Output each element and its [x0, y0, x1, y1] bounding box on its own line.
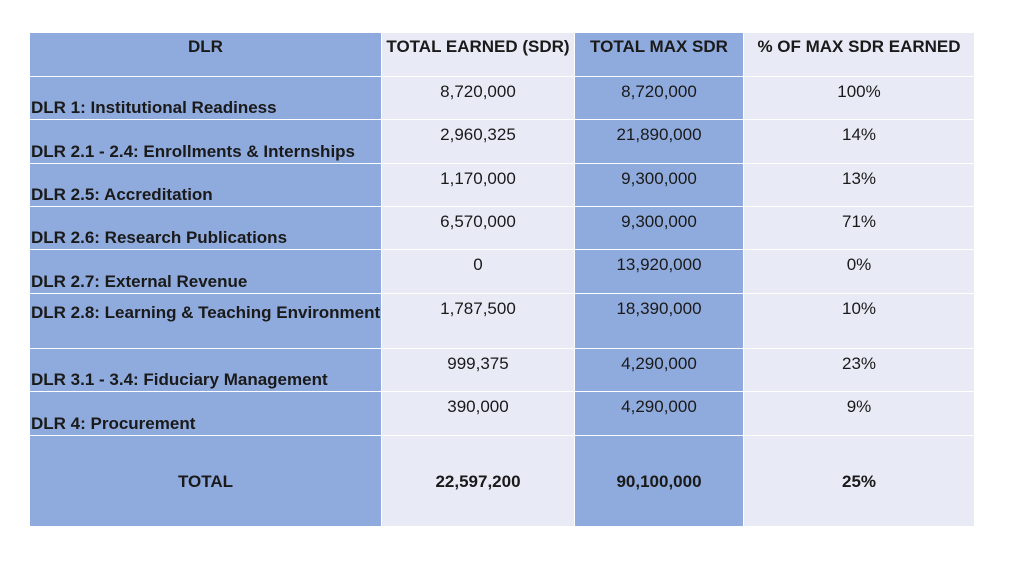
row-max: 4,290,000 — [575, 392, 744, 436]
row-label: DLR 2.6: Research Publications — [30, 207, 382, 250]
row-pct: 100% — [744, 77, 974, 120]
row-label: DLR 2.8: Learning & Teaching Environment — [30, 294, 382, 349]
row-max: 9,300,000 — [575, 164, 744, 207]
row-label: DLR 2.7: External Revenue — [30, 250, 382, 294]
row-pct: 10% — [744, 294, 974, 349]
row-label: DLR 4: Procurement — [30, 392, 382, 436]
row-pct: 13% — [744, 164, 974, 207]
row-earned: 999,375 — [382, 349, 575, 392]
row-pct: 23% — [744, 349, 974, 392]
row-earned: 0 — [382, 250, 575, 294]
row-label: DLR 1: Institutional Readiness — [30, 77, 382, 120]
header-total-earned: TOTAL EARNED (SDR) — [382, 33, 575, 77]
row-pct: 14% — [744, 120, 974, 164]
total-label: TOTAL — [30, 436, 382, 526]
row-earned: 390,000 — [382, 392, 575, 436]
header-total-max: TOTAL MAX SDR — [575, 33, 744, 77]
row-earned: 1,170,000 — [382, 164, 575, 207]
total-earned: 22,597,200 — [382, 436, 575, 526]
dlr-earnings-table: DLR TOTAL EARNED (SDR) TOTAL MAX SDR % O… — [30, 33, 974, 526]
row-pct: 71% — [744, 207, 974, 250]
row-pct: 9% — [744, 392, 974, 436]
row-earned: 8,720,000 — [382, 77, 575, 120]
row-max: 4,290,000 — [575, 349, 744, 392]
header-pct-earned: % OF MAX SDR EARNED — [744, 33, 974, 77]
header-dlr: DLR — [30, 33, 382, 77]
row-max: 18,390,000 — [575, 294, 744, 349]
row-label: DLR 2.1 - 2.4: Enrollments & Internships — [30, 120, 382, 164]
row-pct: 0% — [744, 250, 974, 294]
row-max: 8,720,000 — [575, 77, 744, 120]
total-max: 90,100,000 — [575, 436, 744, 526]
row-max: 9,300,000 — [575, 207, 744, 250]
row-label: DLR 2.5: Accreditation — [30, 164, 382, 207]
row-earned: 2,960,325 — [382, 120, 575, 164]
total-pct: 25% — [744, 436, 974, 526]
row-earned: 6,570,000 — [382, 207, 575, 250]
row-label: DLR 3.1 - 3.4: Fiduciary Management — [30, 349, 382, 392]
row-max: 21,890,000 — [575, 120, 744, 164]
row-earned: 1,787,500 — [382, 294, 575, 349]
row-max: 13,920,000 — [575, 250, 744, 294]
